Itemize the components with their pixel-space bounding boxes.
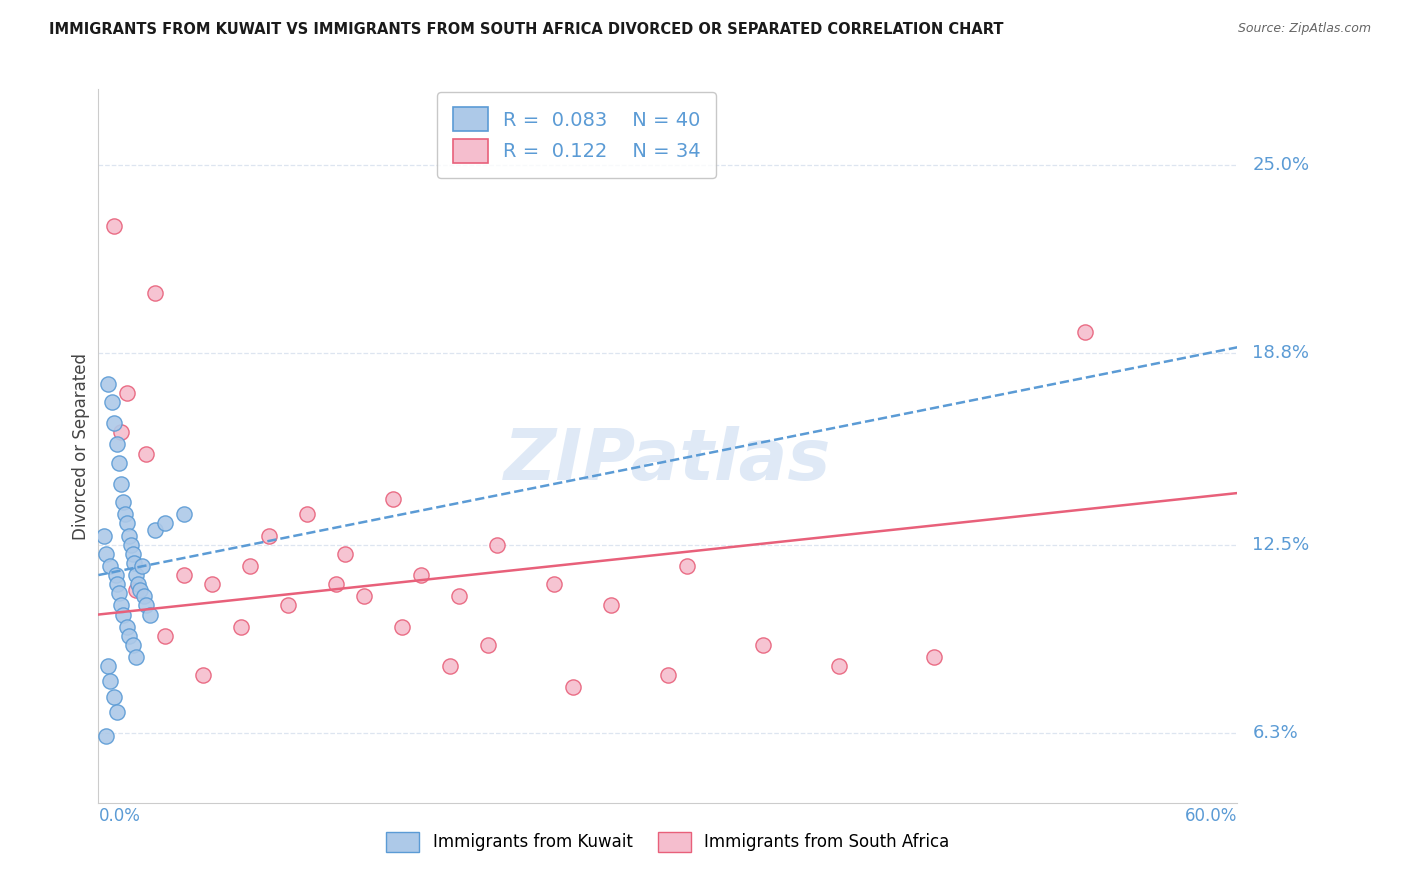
Point (153, 629, 176, 643)
Point (107, 437, 129, 451)
Point (335, 547, 357, 561)
Point (114, 508, 136, 522)
Point (135, 599, 157, 613)
Point (477, 638, 499, 652)
Point (118, 528, 141, 542)
Point (97, 659, 120, 673)
Point (173, 508, 195, 522)
Text: ZIPatlas: ZIPatlas (505, 425, 831, 495)
Point (439, 659, 461, 673)
Point (98, 674, 121, 689)
Point (104, 568, 127, 582)
Point (103, 219, 125, 233)
Point (173, 568, 195, 582)
Point (135, 447, 157, 461)
Text: 18.8%: 18.8% (1253, 344, 1309, 362)
Point (138, 607, 160, 622)
Point (94, 547, 117, 561)
Point (562, 681, 585, 695)
Point (145, 285, 167, 300)
Point (118, 629, 141, 643)
Point (94, 729, 117, 743)
Point (676, 558, 699, 573)
Point (110, 599, 132, 613)
Text: IMMIGRANTS FROM KUWAIT VS IMMIGRANTS FROM SOUTH AFRICA DIVORCED OR SEPARATED COR: IMMIGRANTS FROM KUWAIT VS IMMIGRANTS FRO… (49, 22, 1004, 37)
Point (125, 583, 148, 598)
Legend: Immigrants from Kuwait, Immigrants from South Africa: Immigrants from Kuwait, Immigrants from … (380, 825, 956, 859)
Point (259, 528, 281, 542)
Point (381, 492, 404, 507)
Point (112, 607, 135, 622)
Point (107, 577, 129, 591)
Point (103, 416, 125, 430)
Point (115, 385, 138, 400)
Text: 6.3%: 6.3% (1253, 724, 1298, 742)
Point (112, 495, 135, 509)
Point (127, 577, 149, 591)
Point (353, 590, 375, 604)
Point (125, 568, 148, 582)
Text: Source: ZipAtlas.com: Source: ZipAtlas.com (1237, 22, 1371, 36)
Point (100, 395, 122, 409)
Point (325, 577, 347, 591)
Point (229, 620, 252, 634)
Point (657, 668, 679, 682)
Point (922, 650, 945, 665)
Point (239, 558, 262, 573)
Point (115, 620, 138, 634)
Point (107, 705, 129, 719)
Point (447, 590, 470, 604)
Point (297, 508, 319, 522)
Text: 25.0%: 25.0% (1253, 156, 1309, 174)
Point (121, 638, 143, 652)
Text: 12.5%: 12.5% (1253, 536, 1310, 554)
Point (97, 376, 120, 391)
Point (132, 590, 155, 604)
Point (108, 456, 131, 470)
Point (93, 528, 115, 542)
Point (752, 638, 775, 652)
Point (600, 599, 623, 613)
Point (543, 577, 565, 591)
Point (103, 690, 125, 704)
Point (131, 558, 153, 573)
Point (201, 577, 224, 591)
Point (129, 583, 152, 598)
Point (145, 523, 167, 537)
Point (124, 556, 146, 570)
Point (110, 425, 132, 440)
Point (98, 558, 121, 573)
Point (121, 547, 143, 561)
Point (391, 620, 413, 634)
Point (110, 477, 132, 491)
Point (1074, 325, 1097, 339)
Point (108, 586, 131, 600)
Text: 0.0%: 0.0% (98, 807, 141, 825)
Point (486, 538, 509, 552)
Y-axis label: Divorced or Separated: Divorced or Separated (72, 352, 90, 540)
Point (828, 659, 851, 673)
Point (125, 650, 148, 665)
Point (411, 568, 433, 582)
Text: 60.0%: 60.0% (1185, 807, 1237, 825)
Point (115, 516, 138, 531)
Point (277, 599, 299, 613)
Point (120, 538, 142, 552)
Point (153, 516, 176, 531)
Point (191, 668, 214, 682)
